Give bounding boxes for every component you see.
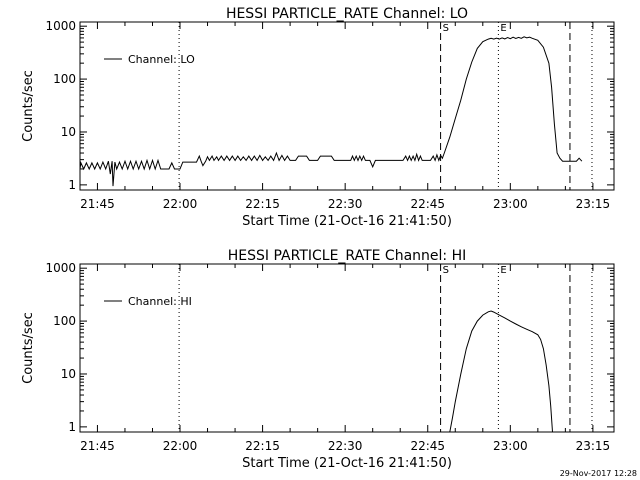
- x-tick-label: 22:30: [328, 439, 363, 453]
- x-tick-label: 22:45: [410, 439, 445, 453]
- y-tick-label: 10: [61, 125, 76, 139]
- y-tick-label: 1000: [45, 261, 76, 275]
- y-tick-label: 100: [53, 72, 76, 86]
- legend-entry: Channel: LO: [128, 53, 195, 66]
- x-tick-label: 23:00: [493, 197, 528, 211]
- x-tick-label: 23:15: [576, 197, 611, 211]
- x-tick-label: 23:15: [576, 439, 611, 453]
- x-axis-label: Start Time (21-Oct-16 21:41:50): [242, 214, 452, 229]
- y-tick-label: 10: [61, 367, 76, 381]
- x-tick-label: 22:15: [245, 197, 280, 211]
- y-axis-label: Counts/sec: [21, 312, 36, 384]
- x-tick-label: 22:15: [245, 439, 280, 453]
- x-tick-label: 21:45: [80, 197, 115, 211]
- y-tick-label: 1000: [45, 19, 76, 33]
- x-tick-label: 23:00: [493, 439, 528, 453]
- event-marker-label: E: [500, 265, 506, 276]
- chart-panel-lo: HESSI PARTICLE_RATE Channel: LO 1 10 100 100…: [21, 6, 615, 229]
- y-tick-label: 1: [68, 420, 76, 434]
- chart-panel-hi: HESSI PARTICLE_RATE Channel: HI 1 10 100 100…: [21, 248, 615, 471]
- series-line-channel-hi: [449, 310, 553, 433]
- x-tick-label: 22:45: [410, 197, 445, 211]
- event-marker-label: E: [500, 23, 506, 34]
- plot-frame: [79, 21, 615, 191]
- chart-title: HESSI PARTICLE_RATE Channel: LO: [226, 6, 468, 22]
- legend-entry: Channel: HI: [128, 295, 192, 308]
- y-tick-label: 100: [53, 314, 76, 328]
- y-axis-label: Counts/sec: [21, 70, 36, 142]
- x-tick-label: 22:00: [163, 439, 198, 453]
- event-marker-label: S: [443, 23, 449, 34]
- x-tick-label: 22:30: [328, 197, 363, 211]
- event-marker-label: S: [443, 265, 449, 276]
- chart-title: HESSI PARTICLE_RATE Channel: HI: [228, 248, 466, 264]
- x-tick-label: 21:45: [80, 439, 115, 453]
- y-tick-label: 1: [68, 178, 76, 192]
- footer-timestamp: 29-Nov-2017 12:28: [560, 469, 637, 478]
- series-line-channel-lo: [79, 36, 583, 187]
- x-tick-label: 22:00: [163, 197, 198, 211]
- x-axis-label: Start Time (21-Oct-16 21:41:50): [242, 456, 452, 471]
- plot-frame: [79, 263, 615, 433]
